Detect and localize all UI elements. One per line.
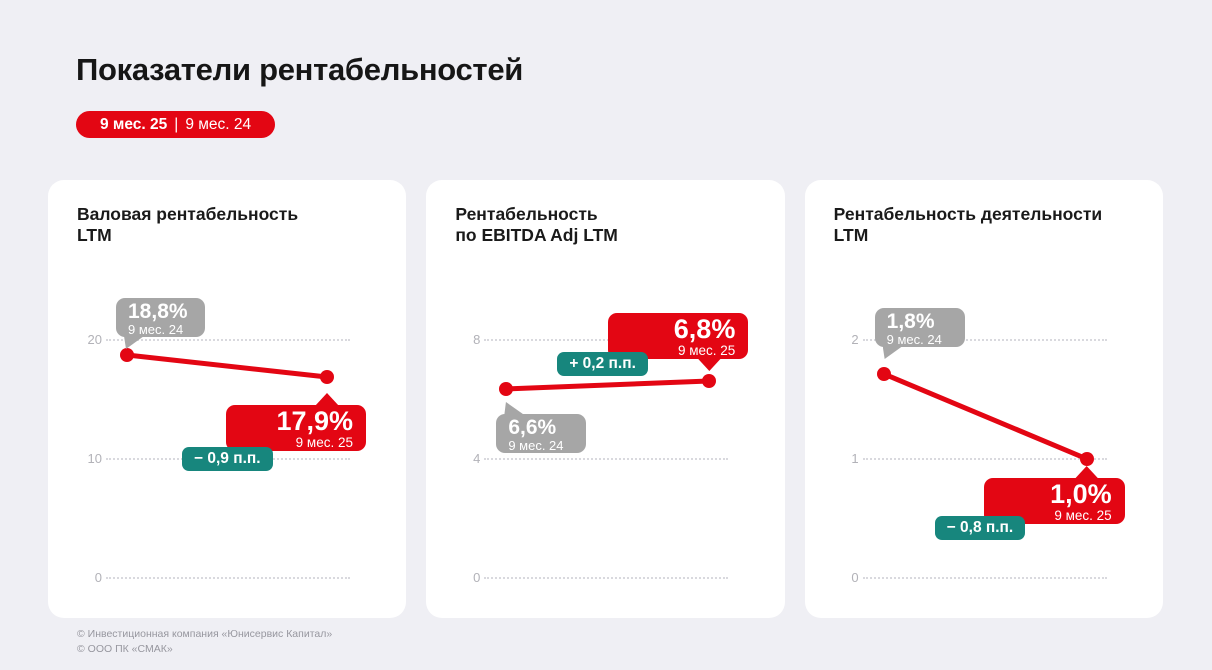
- period-previous-label: 9 мес. 24: [185, 115, 252, 133]
- cards-row: Валовая рентабельность LTM 20 10 0 18,8% …: [48, 180, 1163, 618]
- card-title: Валовая рентабельность LTM: [77, 204, 298, 246]
- gridline: [862, 577, 1107, 579]
- footer-copyright-1: © Инвестиционная компания «Юнисервис Кап…: [77, 628, 333, 640]
- data-point-prev: [499, 382, 514, 396]
- chart-card-ebitda-margin: Рентабельность по EBITDA Adj LTM 8 4 0 6,…: [426, 180, 785, 618]
- gridline: [484, 339, 729, 341]
- chart-card-operating-margin: Рентабельность деятельности LTM 2 1 0 1,8…: [804, 180, 1163, 618]
- prev-period: 9 мес. 24: [128, 322, 184, 337]
- y-tick: 10: [87, 451, 102, 466]
- card-title-line1: Рентабельность: [455, 204, 598, 224]
- card-title-line2: по EBITDA Adj LTM: [455, 225, 618, 245]
- data-point-curr: [702, 374, 717, 388]
- y-tick: 8: [473, 332, 481, 347]
- curr-value: 1,0%: [1050, 479, 1112, 509]
- trend-line: [120, 348, 334, 384]
- change-badge: + 0,2 п.п.: [557, 352, 648, 376]
- prev-value-bubble: 6,6% 9 мес. 24: [496, 402, 587, 453]
- y-tick: 0: [94, 570, 102, 585]
- curr-period: 9 мес. 25: [295, 435, 353, 450]
- prev-value: 1,8%: [886, 310, 935, 333]
- prev-value-bubble: 1,8% 9 мес. 24: [874, 308, 965, 359]
- change-badge: − 0,9 п.п.: [182, 447, 273, 471]
- chart-card-gross-margin: Валовая рентабельность LTM 20 10 0 18,8% …: [48, 180, 407, 618]
- card-title: Рентабельность деятельности LTM: [834, 204, 1103, 246]
- y-tick: 20: [87, 332, 102, 347]
- period-badge: 9 мес. 25 | 9 мес. 24: [76, 111, 276, 138]
- curr-value-bubble: 17,9% 9 мес. 25: [226, 393, 366, 451]
- card-title-line2: LTM: [833, 225, 869, 245]
- curr-value: 6,8%: [673, 314, 736, 344]
- prev-value: 6,6%: [508, 416, 557, 439]
- curr-value-bubble: 6,8% 9 мес. 25: [608, 313, 749, 371]
- curr-period: 9 мес. 25: [1054, 508, 1112, 523]
- gridline: [106, 339, 350, 341]
- prev-period: 9 мес. 24: [886, 332, 942, 347]
- y-tick: 4: [473, 451, 481, 466]
- change-badge: − 0,8 п.п.: [934, 516, 1026, 540]
- curr-period: 9 мес. 25: [678, 343, 736, 358]
- gridline: [862, 339, 1107, 341]
- gridline: [484, 458, 729, 460]
- data-point-prev: [876, 367, 891, 381]
- period-separator: |: [174, 115, 179, 133]
- data-point-curr: [1079, 452, 1094, 466]
- y-tick: 2: [851, 332, 859, 347]
- y-tick: 0: [851, 570, 859, 585]
- line-chart: 8 4 0 6,8% 9 мес. 25 6,6% 9 мес. 24 + 0,…: [426, 180, 784, 618]
- prev-value: 18,8%: [128, 300, 188, 323]
- gridline: [484, 577, 729, 579]
- card-title: Рентабельность по EBITDA Adj LTM: [455, 204, 618, 246]
- gridline: [862, 458, 1107, 460]
- line-chart: 2 1 0 1,8% 9 мес. 24 1,0% 9 мес. 25 − 0,…: [805, 180, 1163, 618]
- footer: © Инвестиционная компания «Юнисервис Кап…: [77, 627, 332, 657]
- footer-copyright-2: © ООО ПК «СМАК»: [77, 643, 173, 655]
- card-title-line2: LTM: [77, 225, 112, 245]
- period-current-label: 9 мес. 25: [100, 115, 168, 133]
- curr-value: 17,9%: [276, 406, 353, 436]
- data-point-curr: [320, 370, 334, 384]
- line-chart: 20 10 0 18,8% 9 мес. 24 17,9% 9 мес. 25 …: [48, 180, 406, 618]
- prev-period: 9 мес. 24: [508, 438, 564, 453]
- card-title-line1: Валовая рентабельность: [77, 204, 299, 224]
- y-tick: 0: [473, 570, 481, 585]
- trend-line: [499, 374, 717, 396]
- y-tick: 1: [851, 451, 859, 466]
- page-title: Показатели рентабельностей: [76, 52, 524, 87]
- data-point-prev: [120, 348, 134, 362]
- gridline: [106, 577, 350, 579]
- trend-line: [876, 367, 1094, 466]
- card-title-line1: Рентабельность деятельности: [833, 204, 1103, 224]
- prev-value-bubble: 18,8% 9 мес. 24: [116, 298, 205, 349]
